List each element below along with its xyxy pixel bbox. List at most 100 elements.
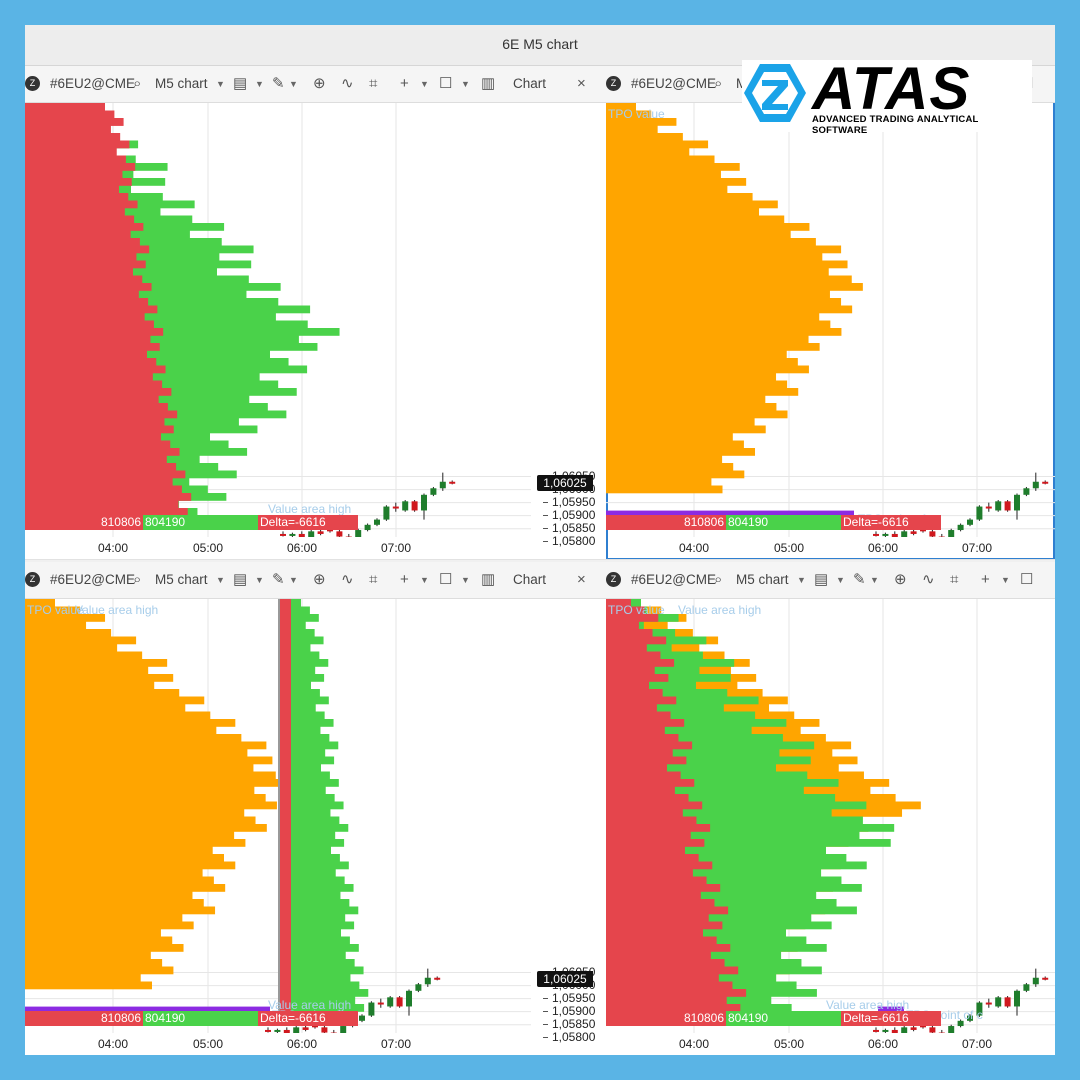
drawing-dropdown-icon[interactable]: ▼ xyxy=(289,575,298,585)
crosshair-icon[interactable]: + xyxy=(981,571,990,588)
timeframe-dropdown-icon[interactable]: ▼ xyxy=(216,575,225,585)
search-icon[interactable]: ⌕ xyxy=(133,571,142,588)
sell-volume-row xyxy=(25,178,132,186)
tpo-row xyxy=(25,914,183,922)
tpo-row xyxy=(25,659,168,667)
tpo-value-label: TPO value xyxy=(27,603,84,617)
chart-settings-icon[interactable]: Z xyxy=(25,76,40,91)
candle xyxy=(967,1014,973,1023)
search-icon[interactable]: ⌕ xyxy=(714,571,723,588)
symbol-selector[interactable]: #6EU2@CME xyxy=(631,76,716,91)
crosshair-dropdown-icon[interactable]: ▼ xyxy=(1001,575,1010,585)
buy-volume-row xyxy=(291,621,306,630)
candle-body xyxy=(265,1029,271,1032)
indicators-icon[interactable]: ∿ xyxy=(922,571,935,588)
crosshair-dropdown-icon[interactable]: ▼ xyxy=(420,575,429,585)
close-icon[interactable]: × xyxy=(577,75,586,92)
sell-volume-row xyxy=(606,899,715,907)
symbol-selector[interactable]: #6EU2@CME xyxy=(50,76,135,91)
sell-volume-row xyxy=(606,726,665,735)
search-icon[interactable]: ⌕ xyxy=(714,75,723,92)
sell-volume-row xyxy=(280,704,293,712)
template-icon[interactable]: ▤ xyxy=(233,571,248,588)
indicators-icon[interactable]: ∿ xyxy=(341,75,354,92)
horizontal-scrollbar[interactable]: ◀ xyxy=(606,559,1055,560)
horizontal-scrollbar[interactable]: ◀▶ xyxy=(25,559,607,560)
time-tick-label: 05:00 xyxy=(773,541,805,555)
zoom-icon[interactable]: ⊕ xyxy=(313,571,326,588)
sell-volume-row xyxy=(25,125,111,134)
tpo-row xyxy=(606,425,766,434)
crosshair-icon[interactable]: + xyxy=(400,571,409,588)
sell-volume-row xyxy=(280,711,293,720)
tpo-row xyxy=(606,373,777,381)
candle xyxy=(938,1029,945,1033)
window-icon[interactable]: ☐ xyxy=(1020,571,1034,588)
tpo-row xyxy=(606,328,842,336)
window-dropdown-icon[interactable]: ▼ xyxy=(461,575,470,585)
timeframe-dropdown-icon[interactable]: ▼ xyxy=(216,79,225,89)
drawing-dropdown-icon[interactable]: ▼ xyxy=(870,575,879,585)
candle xyxy=(377,998,384,1008)
crosshair-dropdown-icon[interactable]: ▼ xyxy=(420,79,429,89)
candle-body xyxy=(274,1029,281,1032)
template-dropdown-icon[interactable]: ▼ xyxy=(836,575,845,585)
drawing-tool-icon[interactable]: ✎ xyxy=(272,571,285,588)
chart-pane-bottom-left[interactable]: Z #6EU2@CME ⌕ M5 chart ▼ ▤ ▼ ✎ ▼ ⊕ ∿ ⌗ + ▼ ☐ ▼ ▥ Chart × TP… xyxy=(25,562,607,1055)
zoom-icon[interactable]: ⊕ xyxy=(894,571,907,588)
search-icon[interactable]: ⌕ xyxy=(133,75,142,92)
tpo-row xyxy=(606,215,785,224)
sell-volume-row xyxy=(25,163,136,171)
sell-volume-row xyxy=(280,884,298,892)
timeframe-selector[interactable]: M5 chart xyxy=(155,76,208,91)
close-icon[interactable]: × xyxy=(577,571,586,588)
tpo-row xyxy=(606,268,829,276)
chart-pane-top-left[interactable]: Z #6EU2@CME ⌕ M5 chart ▼ ▤ ▼ ✎ ▼ ⊕ ∿ ⌗ + ▼ ☐ ▼ ▥ Chart × Va… xyxy=(25,66,607,560)
chart-type-icon[interactable]: ⌗ xyxy=(369,571,378,588)
chart-settings-icon[interactable]: Z xyxy=(606,76,621,91)
chart-pane-top-right[interactable]: Z#6EU2@CME⌕M5 chart▼▤▼✎▼⊕∿⌗+▼☐TPO valueT… xyxy=(606,66,1055,560)
atas-logo: ATAS ADVANCED TRADING ANALYTICAL SOFTWAR… xyxy=(742,55,1032,136)
symbol-selector[interactable]: #6EU2@CME xyxy=(631,572,716,587)
chart-mode-button[interactable]: Chart xyxy=(513,76,547,91)
current-price-tag: 1,06025 xyxy=(537,475,593,492)
timeframe-selector[interactable]: M5 chart xyxy=(155,572,208,587)
sell-volume-row xyxy=(280,659,295,667)
indicators-icon[interactable]: ∿ xyxy=(341,571,354,588)
layout-icon[interactable]: ▥ xyxy=(481,75,496,92)
sell-volume-row xyxy=(280,906,299,915)
window-dropdown-icon[interactable]: ▼ xyxy=(461,79,470,89)
crosshair-icon[interactable]: + xyxy=(400,75,409,92)
window-icon[interactable]: ☐ xyxy=(439,571,453,588)
chart-type-icon[interactable]: ⌗ xyxy=(369,75,378,92)
drawing-dropdown-icon[interactable]: ▼ xyxy=(289,79,298,89)
zoom-icon[interactable]: ⊕ xyxy=(313,75,326,92)
window-icon[interactable]: ☐ xyxy=(439,75,453,92)
buy-volume-row xyxy=(25,305,311,314)
template-icon[interactable]: ▤ xyxy=(814,571,829,588)
tpo-row xyxy=(606,418,755,426)
buy-volume-row xyxy=(606,861,867,870)
sell-volume-row xyxy=(25,463,177,471)
drawing-tool-icon[interactable]: ✎ xyxy=(853,571,866,588)
template-icon[interactable]: ▤ xyxy=(233,75,248,92)
drawing-tool-icon[interactable]: ✎ xyxy=(272,75,285,92)
sell-volume-row xyxy=(25,508,188,516)
tpo-row xyxy=(25,696,205,705)
layout-icon[interactable]: ▥ xyxy=(481,571,496,588)
candle xyxy=(901,530,908,537)
chart-type-icon[interactable]: ⌗ xyxy=(950,571,959,588)
price-tick-text: 1,05950 xyxy=(552,494,596,509)
tpo-row xyxy=(25,899,204,907)
chart-settings-icon[interactable]: Z xyxy=(606,572,621,587)
timeframe-dropdown-icon[interactable]: ▼ xyxy=(797,575,806,585)
template-dropdown-icon[interactable]: ▼ xyxy=(255,79,264,89)
time-tick-label: 06:00 xyxy=(286,1037,318,1051)
chart-mode-button[interactable]: Chart xyxy=(513,572,547,587)
chart-pane-bottom-right[interactable]: Z #6EU2@CME ⌕ M5 chart ▼ ▤ ▼ ✎ ▼ ⊕ ∿ ⌗ + ▼ ☐ TPO value V… xyxy=(606,562,1055,1055)
sell-volume-row xyxy=(280,749,294,757)
timeframe-selector[interactable]: M5 chart xyxy=(736,572,789,587)
template-dropdown-icon[interactable]: ▼ xyxy=(255,575,264,585)
chart-settings-icon[interactable]: Z xyxy=(25,572,40,587)
symbol-selector[interactable]: #6EU2@CME xyxy=(50,572,135,587)
